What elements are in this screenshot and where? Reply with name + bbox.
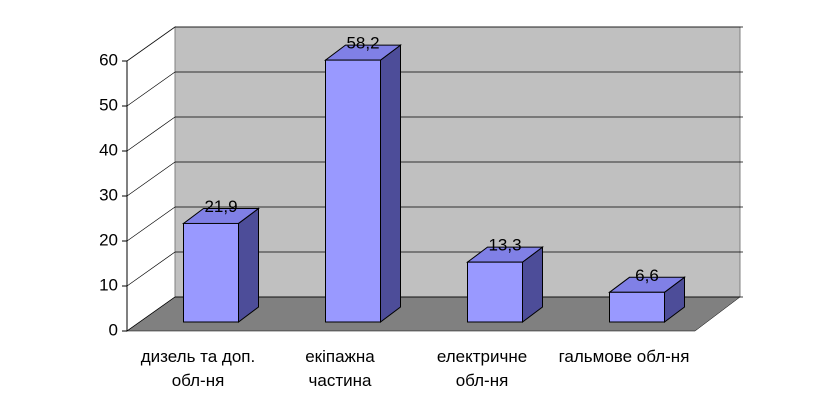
- x-tick-label: дизель та доп. обл-ня: [140, 347, 256, 390]
- bar-side: [380, 44, 401, 323]
- value-label: 13,3: [488, 236, 521, 255]
- y-tick-label: 0: [109, 320, 118, 339]
- y-tick-label: 20: [99, 230, 118, 249]
- value-label: 6,6: [635, 266, 659, 285]
- x-tick-label: електричне обл-ня: [436, 347, 528, 390]
- grid-line: [126, 71, 176, 107]
- grid-line: [126, 116, 176, 152]
- grid-line: [126, 296, 176, 332]
- bar: [183, 222, 239, 323]
- y-tick-label: 30: [99, 185, 118, 204]
- grid-line: [126, 161, 176, 197]
- value-label: 58,2: [346, 34, 379, 53]
- y-tick-label: 60: [99, 50, 118, 69]
- grid-line: [126, 26, 176, 62]
- y-tick-label: 50: [99, 95, 118, 114]
- y-tick-label: 10: [99, 275, 118, 294]
- bar: [609, 291, 665, 323]
- x-tick-label: гальмове обл-ня: [558, 347, 690, 366]
- value-label: 21,9: [204, 197, 237, 216]
- x-tick-label: екіпажна частина: [305, 347, 375, 390]
- bar: [467, 261, 523, 323]
- grid-line: [126, 206, 176, 242]
- bar: [325, 59, 381, 323]
- y-tick-label: 40: [99, 140, 118, 159]
- grid-line: [126, 251, 176, 287]
- bar-side: [238, 207, 259, 323]
